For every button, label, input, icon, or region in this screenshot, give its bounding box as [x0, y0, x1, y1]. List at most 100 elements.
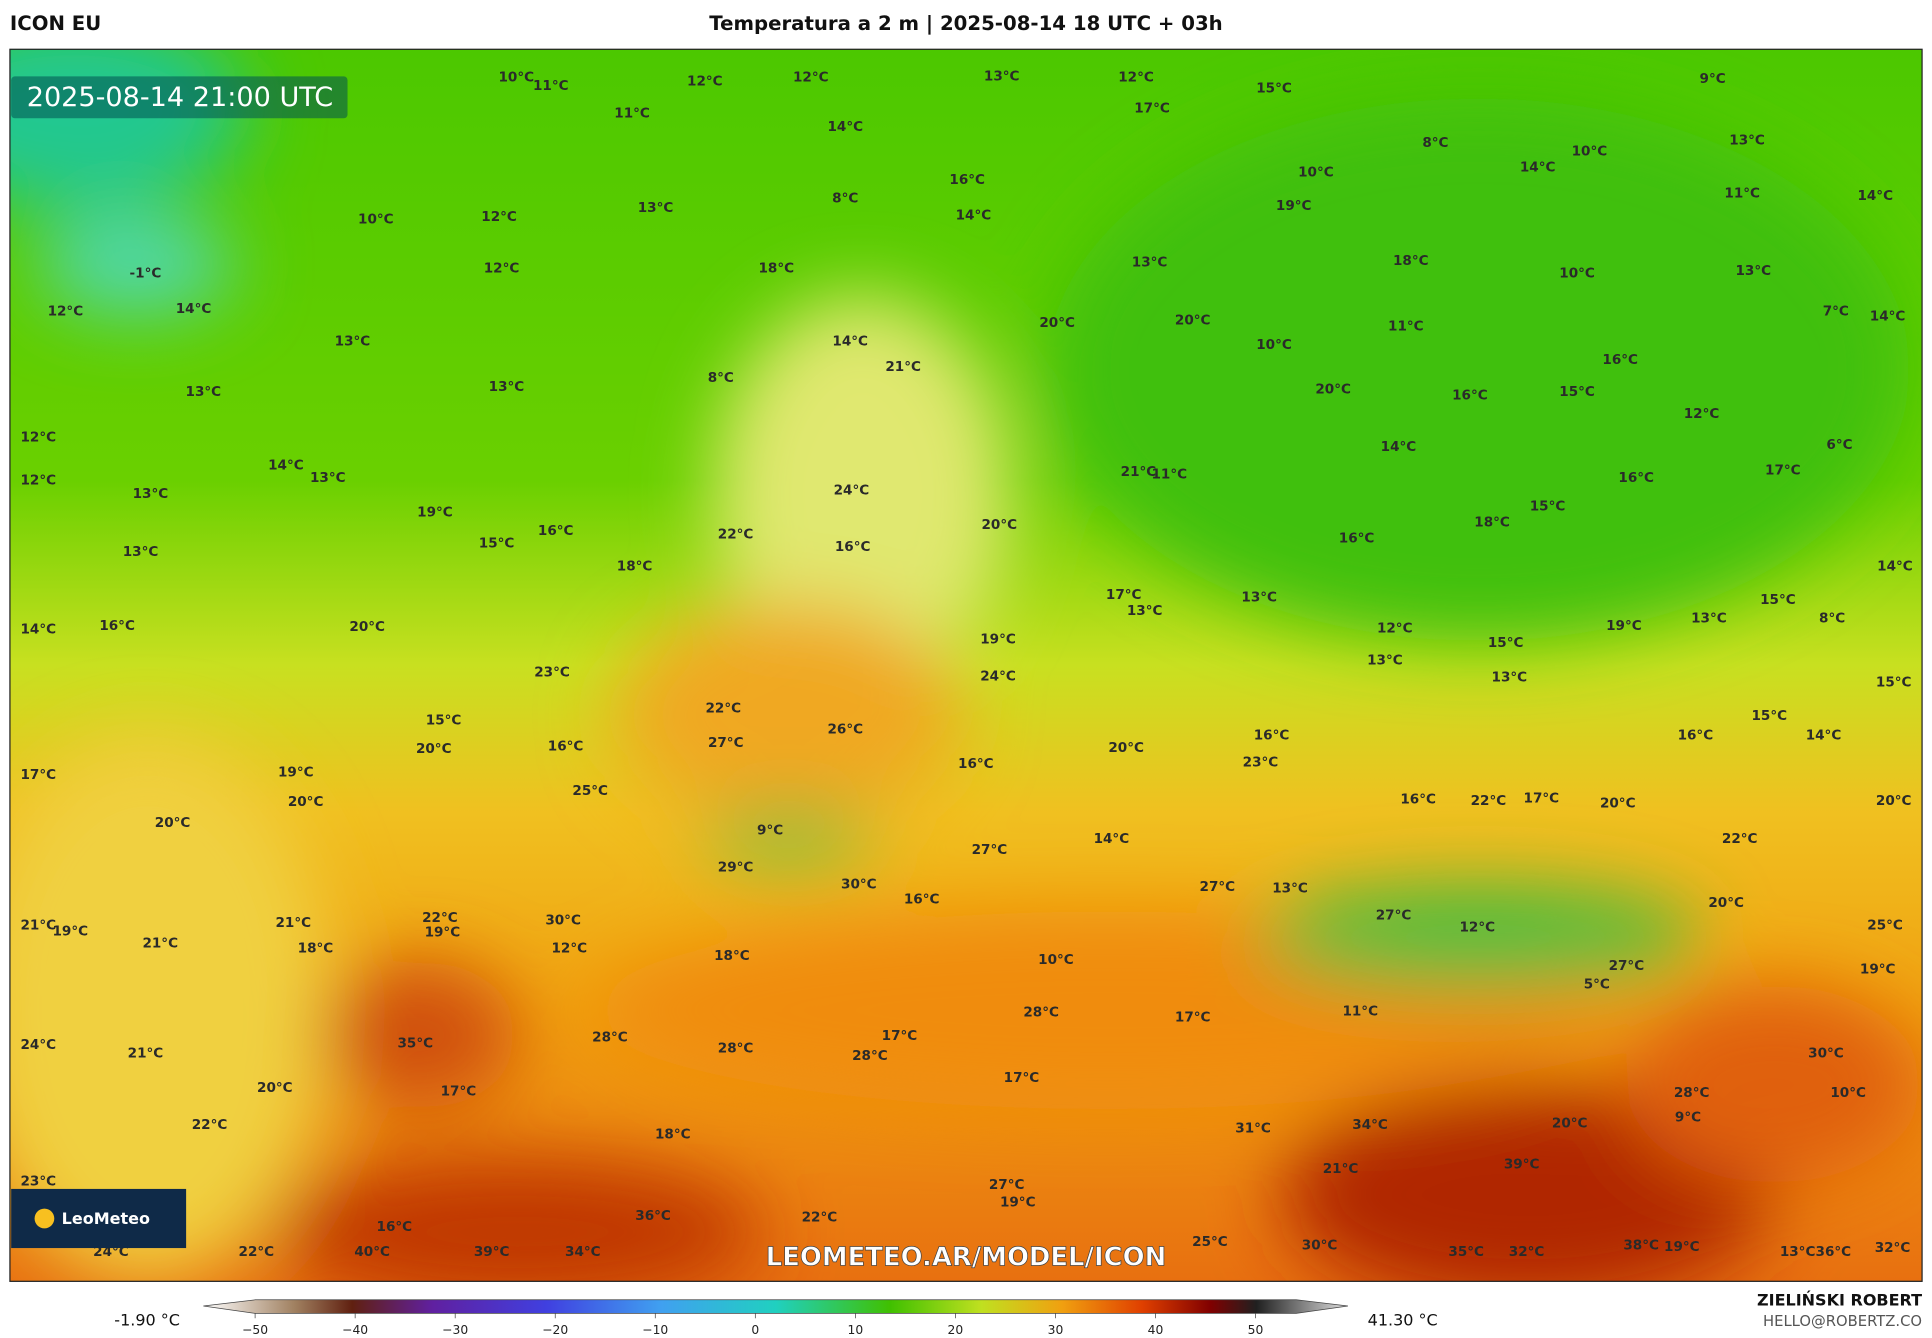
temperature-label: 9°C: [1675, 1109, 1701, 1125]
temperature-label: 22°C: [239, 1244, 275, 1260]
logo-sun: [34, 1208, 55, 1229]
temperature-label: 15°C: [1876, 675, 1912, 691]
temperature-label: 20°C: [1175, 312, 1211, 328]
temperature-label: 34°C: [565, 1244, 601, 1260]
temperature-label: 24°C: [20, 1037, 56, 1053]
temperature-label: 20°C: [1600, 795, 1636, 811]
color-legend: −50 −40 −30 −20 −10 0 10 20 30 40 50 -1.90 °C 41.3…: [114, 1299, 1438, 1337]
temperature-label: 16°C: [548, 739, 584, 755]
temperature-label: 22°C: [1722, 831, 1758, 847]
temperature-label: 14°C: [1381, 439, 1417, 455]
temperature-label: 21°C: [142, 936, 178, 952]
temperature-label: 14°C: [1877, 559, 1913, 575]
temperature-label: 10°C: [1256, 337, 1292, 353]
temperature-label: 34°C: [1352, 1117, 1388, 1133]
temperature-label: 27°C: [972, 842, 1008, 858]
author: ZIELIŃSKI ROBERT: [1757, 1291, 1922, 1310]
timestamp-box: [11, 76, 348, 119]
temperature-label: 36°C: [635, 1208, 671, 1224]
temperature-label: 12°C: [20, 472, 56, 488]
temperature-label: 11°C: [1724, 185, 1760, 201]
temperature-label: 20°C: [155, 815, 191, 831]
temperature-label: 11°C: [1388, 318, 1424, 334]
temperature-label: 12°C: [48, 304, 84, 320]
temperature-label: 10°C: [1298, 164, 1334, 180]
temperature-label: 5°C: [1584, 976, 1610, 992]
legend-tick-label: −20: [542, 1323, 568, 1337]
temperature-label: 17°C: [1134, 100, 1170, 116]
temperature-label: 17°C: [1524, 790, 1560, 806]
temperature-label: 16°C: [1254, 728, 1290, 744]
temperature-label: 14°C: [1806, 728, 1842, 744]
temperature-label: 20°C: [416, 741, 452, 757]
temperature-label: 35°C: [1448, 1244, 1484, 1260]
temperature-label: 16°C: [1400, 792, 1436, 808]
temperature-label: 15°C: [1530, 498, 1566, 514]
temperature-label: -1°C: [130, 266, 162, 282]
temperature-label: 10°C: [1559, 266, 1595, 282]
temperature-label: 39°C: [1504, 1156, 1540, 1172]
temperature-label: 27°C: [1200, 879, 1236, 895]
temperature-label: 14°C: [956, 208, 992, 224]
temperature-label: 29°C: [718, 859, 754, 875]
temperature-label: 7°C: [1823, 304, 1849, 320]
temperature-label: 12°C: [1377, 620, 1413, 636]
temperature-label: 12°C: [20, 429, 56, 445]
legend-tick-label: 10: [848, 1323, 864, 1337]
temperature-label: 13°C: [1241, 590, 1277, 606]
temperature-label: 13°C: [1272, 880, 1308, 896]
temperature-label: 15°C: [1488, 635, 1524, 651]
temperature-label: 20°C: [257, 1080, 293, 1096]
temperature-label: 17°C: [1004, 1070, 1040, 1086]
temperature-label: 12°C: [1684, 406, 1720, 422]
temperature-label: 28°C: [1023, 1005, 1059, 1021]
temperature-label: 22°C: [705, 700, 741, 716]
temperature-label: 14°C: [1857, 188, 1893, 204]
temperature-label: 11°C: [1151, 466, 1187, 482]
temperature-label: 24°C: [834, 482, 870, 498]
temperature-label: 20°C: [1315, 381, 1351, 397]
temperature-label: 15°C: [1760, 592, 1796, 608]
temperature-label: 23°C: [20, 1174, 56, 1190]
temperature-label: 9°C: [757, 822, 783, 838]
temperature-label: 30°C: [1302, 1238, 1338, 1254]
watermark: LEOMETEO.AR/MODEL/ICON: [766, 1242, 1166, 1272]
temperature-label: 19°C: [980, 631, 1016, 647]
legend-tick-label: 50: [1248, 1323, 1264, 1337]
temperature-label: 23°C: [1243, 755, 1279, 771]
temperature-label: 12°C: [1460, 920, 1496, 936]
color-bar: [203, 1299, 1348, 1314]
temperature-label: 14°C: [176, 301, 212, 317]
temperature-label: 35°C: [397, 1036, 433, 1052]
temperature-label: 8°C: [832, 190, 858, 206]
temperature-label: 17°C: [1106, 587, 1142, 603]
temperature-label: 21°C: [20, 917, 56, 933]
temperature-label: 13°C: [984, 68, 1020, 84]
temperature-label: 15°C: [1256, 81, 1292, 97]
temperature-label: 18°C: [655, 1127, 691, 1143]
legend-tick-label: 40: [1148, 1323, 1164, 1337]
temperature-label: 15°C: [426, 713, 462, 729]
temperature-label: 12°C: [484, 261, 520, 277]
temperature-label: 15°C: [479, 535, 515, 551]
temperature-label: 24°C: [980, 668, 1016, 684]
temperature-label: 40°C: [354, 1244, 390, 1260]
temperature-label: 27°C: [708, 735, 744, 751]
temperature-label: 12°C: [551, 941, 587, 957]
temperature-label: 30°C: [841, 877, 877, 893]
temperature-label: 13°C: [1691, 610, 1727, 626]
temperature-label: 18°C: [1474, 514, 1510, 530]
temperature-label: 18°C: [714, 948, 750, 964]
temperature-label: 20°C: [981, 517, 1017, 533]
temperature-label: 20°C: [1039, 315, 1075, 331]
temperature-label: 14°C: [827, 119, 863, 135]
legend-max: 41.30 °C: [1368, 1310, 1438, 1329]
temperature-label: 25°C: [1867, 917, 1903, 933]
temperature-label: 10°C: [358, 211, 394, 227]
temperature-label: 11°C: [1342, 1004, 1378, 1020]
temperature-label: 16°C: [1602, 352, 1638, 368]
temperature-label: 16°C: [99, 618, 135, 634]
temperature-label: 19°C: [425, 925, 461, 941]
temperature-label: 18°C: [298, 941, 334, 957]
